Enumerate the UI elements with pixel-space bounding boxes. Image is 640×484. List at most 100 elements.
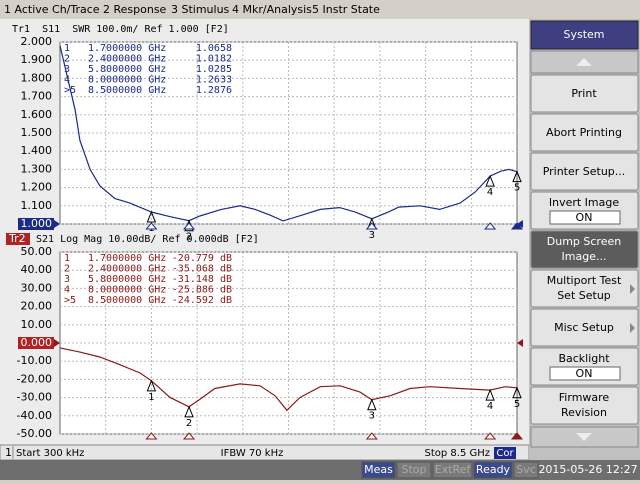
status-box: [361, 461, 396, 479]
y-tick-label: 10.00: [21, 318, 53, 331]
y-tick-label: 2.000: [21, 35, 53, 48]
marker-frequency: 2.4000000 GHz: [88, 264, 166, 275]
marker-frequency: 2.4000000 GHz: [88, 54, 166, 65]
softkey[interactable]: [530, 113, 639, 152]
marker-id: 3: [64, 274, 70, 285]
softkey[interactable]: [530, 308, 639, 347]
y-tick-label: -20.00: [17, 372, 52, 385]
softkey-label: Print: [571, 87, 597, 100]
y-tick-label: 1.900: [21, 53, 53, 66]
y-tick-label: -30.00: [17, 391, 52, 404]
marker-tag: 5: [514, 183, 520, 194]
marker-id: >5: [64, 85, 76, 96]
marker-tag: 1: [148, 392, 154, 403]
marker-stimulus: [182, 432, 196, 440]
marker-tag: 5: [514, 399, 520, 410]
marker-frequency: 8.0000000 GHz: [88, 285, 166, 296]
y-tick-label: 1.300: [21, 162, 53, 175]
marker-frequency: 5.8000000 GHz: [88, 64, 166, 75]
if-bandwidth: IFBW 70 kHz: [221, 448, 284, 459]
marker-id: 1: [64, 43, 70, 54]
softkey[interactable]: [530, 230, 639, 269]
menu-item[interactable]: 3 Stimulus: [171, 3, 230, 16]
toggle-state: ON: [576, 211, 593, 224]
status-item: Ready: [476, 463, 511, 476]
marker-value: 1.2633: [196, 75, 232, 86]
y-tick-label: 1.200: [21, 181, 53, 194]
softkey[interactable]: [530, 269, 639, 308]
marker-value: 1.0658: [196, 43, 232, 54]
marker-id: 4: [64, 285, 70, 296]
marker-value: -35.068 dB: [172, 264, 232, 275]
y-tick-label: 1.400: [21, 144, 53, 157]
marker-id: 4: [64, 75, 70, 86]
softkey[interactable]: [530, 152, 639, 191]
marker-tag: 4: [487, 187, 493, 198]
marker-frequency: 1.7000000 GHz: [88, 43, 166, 54]
y-tick-label: 0.000: [21, 336, 53, 349]
y-tick-label: 20.00: [21, 300, 53, 313]
status-item: ExtRef: [435, 463, 472, 476]
status-item: Meas: [364, 463, 393, 476]
softkey[interactable]: [530, 74, 639, 113]
marker: [485, 174, 495, 187]
toggle-state: ON: [576, 367, 593, 380]
trace-title: Tr1 S11 SWR 100.0m/ Ref 1.000 [F2]: [12, 24, 229, 35]
marker-tag: 4: [487, 401, 493, 412]
toggle-bg: [549, 210, 621, 225]
softkey-title-bg: [530, 20, 639, 50]
marker-stimulus: [365, 222, 378, 230]
y-tick-label: 1.500: [21, 126, 53, 139]
marker-stimulus: [484, 432, 497, 440]
status-box: [396, 461, 432, 479]
softkey-label: Backlight: [558, 352, 610, 365]
y-tick-label: 50.00: [21, 245, 53, 258]
status-box: [473, 461, 513, 479]
cor-badge: [494, 447, 516, 459]
marker-stimulus: [365, 432, 378, 440]
menu-item[interactable]: 5 Instr State: [312, 3, 380, 16]
menu-item[interactable]: 2 Response: [103, 3, 167, 16]
marker-tag: 2: [186, 232, 192, 243]
submenu-arrow: [630, 284, 635, 294]
marker-value: -31.148 dB: [172, 274, 232, 285]
stop-frequency: Stop 8.5 GHz: [424, 448, 490, 459]
status-item: Svc: [516, 463, 536, 476]
softkey-label: Multiport Test Set Setup: [547, 274, 622, 302]
ref-arrow: [517, 220, 523, 228]
trace-line: [59, 347, 518, 412]
marker: [146, 210, 157, 223]
softkey[interactable]: [530, 386, 639, 425]
marker: [146, 379, 157, 392]
softkey-title: System: [563, 28, 604, 41]
marker-frequency: 5.8000000 GHz: [88, 274, 166, 285]
softkey-label: Misc Setup: [554, 321, 614, 334]
marker: [512, 170, 522, 183]
marker: [184, 405, 194, 418]
correction: Cor: [496, 448, 514, 459]
datetime: 2015-05-26 12:27: [538, 463, 637, 476]
marker: [512, 386, 522, 399]
marker-stimulus: [510, 432, 524, 440]
ref-label-bg: [18, 218, 54, 230]
menu-item[interactable]: 1 Active Ch/Trace: [4, 3, 100, 16]
softkey-label: Dump Screen Image...: [547, 235, 621, 263]
trace-badge: [6, 233, 30, 245]
y-tick-label: 1.800: [21, 71, 53, 84]
y-tick-label: -40.00: [17, 409, 52, 422]
marker-stimulus: [182, 222, 196, 230]
ref-arrow: [517, 339, 523, 347]
marker-value: 1.0182: [196, 54, 232, 65]
marker-stimulus: [145, 432, 158, 440]
marker-frequency: 8.5000000 GHz: [88, 85, 166, 96]
softkey-label: Abort Printing: [546, 126, 622, 139]
marker-value: -24.592 dB: [172, 295, 232, 306]
ref-label-bg: [18, 337, 54, 349]
menu-item[interactable]: 4 Mkr/Analysis: [232, 3, 312, 16]
marker: [367, 398, 377, 411]
marker-tag: 2: [186, 418, 192, 429]
marker-stimulus: [510, 222, 524, 230]
marker-value: -20.779 dB: [172, 253, 232, 264]
